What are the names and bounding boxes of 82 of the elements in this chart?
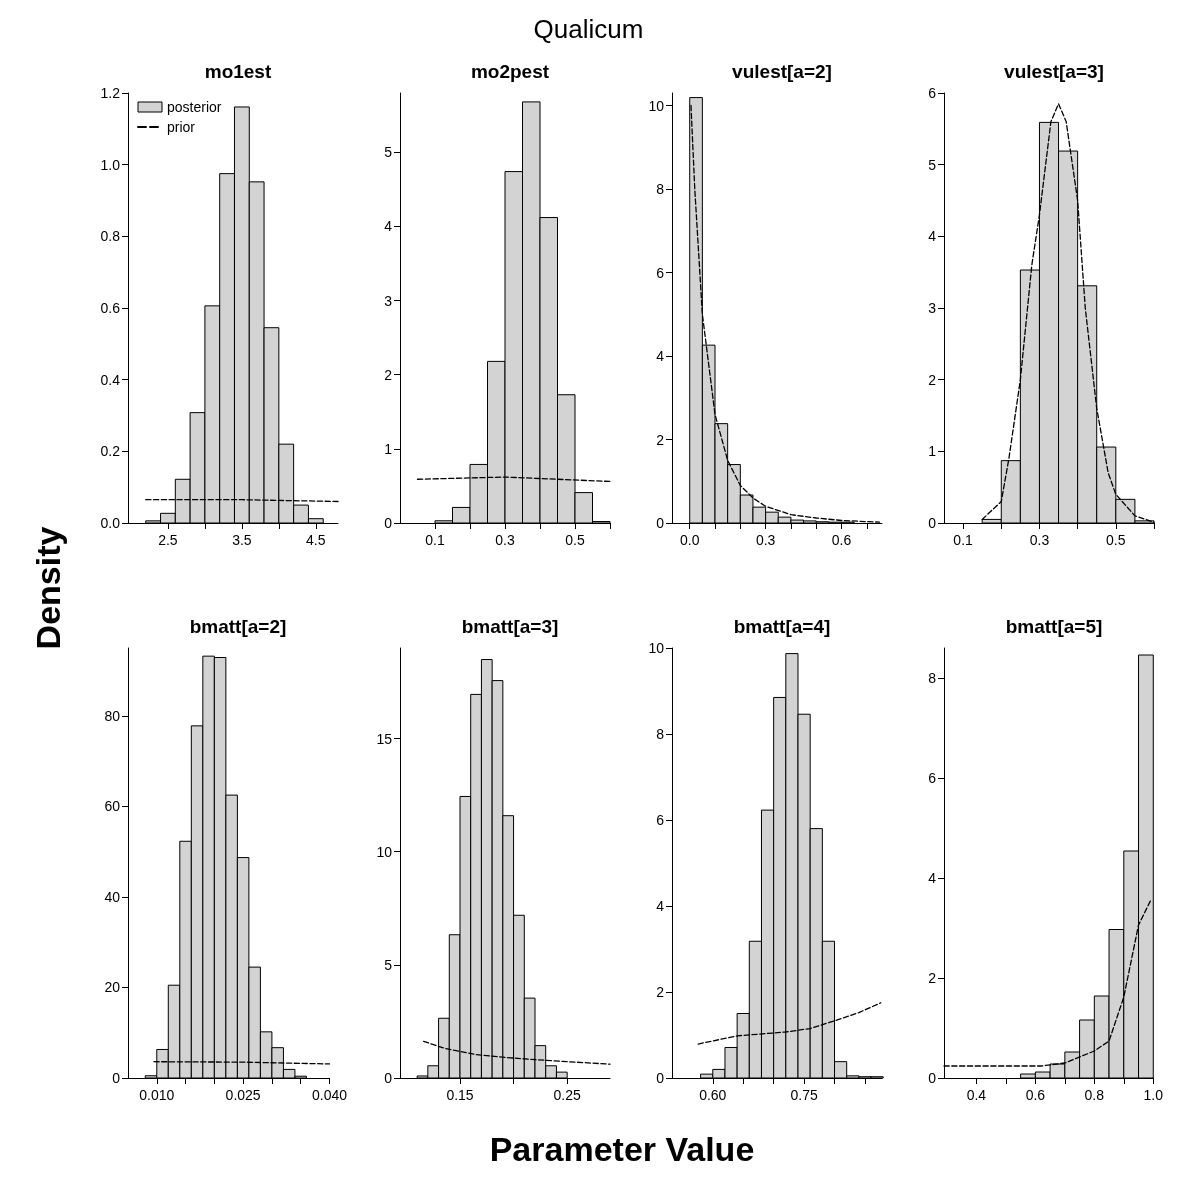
y-tick-label: 2 <box>384 366 393 383</box>
y-tick-label: 60 <box>104 798 121 815</box>
y-tick-label: 2 <box>928 970 937 986</box>
x-tick-label: 0.040 <box>311 1087 348 1103</box>
y-tick-label: 10 <box>376 843 393 860</box>
chart-title: bmatt[a=5] <box>1005 616 1103 637</box>
y-tick-label: 4 <box>384 218 393 235</box>
text: Qualicum <box>532 14 645 45</box>
x-tick-label: 0.6 <box>831 532 852 548</box>
y-tick-label: 3 <box>928 300 937 316</box>
x-tick-label: 0.3 <box>1029 532 1050 548</box>
x-tick-label: 0.5 <box>565 532 585 548</box>
x-tick-label: 0.6 <box>1025 1087 1046 1103</box>
chart-title: bmatt[a=2] <box>189 616 287 637</box>
x-tick-label: 0.3 <box>495 532 515 548</box>
y-tick-label: 1 <box>928 443 937 460</box>
chart-title: mo2pest <box>470 61 550 82</box>
y-tick-label: 2 <box>656 431 665 448</box>
y-tick-label: 0.0 <box>100 515 121 531</box>
y-tick-label: 4 <box>656 898 665 914</box>
y-tick-label: 0 <box>384 515 393 531</box>
y-tick-label: 8 <box>656 726 665 742</box>
y-tick-label: 40 <box>104 888 121 905</box>
y-tick-label: 6 <box>928 770 937 786</box>
y-tick-label: 10 <box>648 97 665 114</box>
legend-label: posterior <box>167 99 222 115</box>
x-tick-label: 0.5 <box>1106 532 1126 548</box>
y-tick-label: 0 <box>656 515 665 531</box>
x-tick-label: 0.15 <box>446 1087 474 1103</box>
chart-title: mo1est <box>204 61 272 82</box>
chart-title: bmatt[a=3] <box>461 616 559 637</box>
y-tick-label: 1 <box>384 440 393 457</box>
text: Parameter Value <box>488 1130 756 1169</box>
y-tick-label: 0 <box>112 1070 121 1086</box>
y-tick-label: 0 <box>384 1070 393 1086</box>
text: Density <box>28 526 68 650</box>
y-tick-label: 6 <box>656 264 665 281</box>
x-tick-label: 0.8 <box>1084 1087 1105 1103</box>
x-tick-label: 0.025 <box>225 1087 261 1103</box>
x-tick-label: 0.0 <box>679 532 700 548</box>
y-tick-label: 80 <box>104 707 121 724</box>
x-tick-label: 0.010 <box>139 1087 175 1103</box>
y-tick-label: 5 <box>928 156 937 173</box>
y-tick-label: 0.6 <box>100 300 121 316</box>
y-tick-label: 8 <box>656 181 665 198</box>
chart-title: bmatt[a=4] <box>733 616 831 637</box>
chart-title: vulest[a=3] <box>1004 61 1104 82</box>
y-tick-label: 6 <box>928 85 937 101</box>
x-tick-label: 0.25 <box>553 1087 581 1103</box>
x-tick-label: 3.5 <box>232 532 252 548</box>
x-tick-label: 0.60 <box>699 1087 727 1103</box>
y-tick-label: 0 <box>928 1070 937 1086</box>
y-tick-label: 20 <box>104 979 121 996</box>
y-tick-label: 0.4 <box>100 371 121 388</box>
x-tick-label: 0.75 <box>790 1087 818 1103</box>
y-tick-label: 0 <box>656 1070 665 1086</box>
y-tick-label: 2 <box>656 984 665 1000</box>
y-tick-label: 0.8 <box>100 228 121 245</box>
y-tick-label: 4 <box>928 228 937 245</box>
x-tick-label: 2.5 <box>158 532 178 548</box>
y-tick-label: 6 <box>656 812 665 828</box>
y-tick-label: 5 <box>384 956 393 973</box>
chart-title: vulest[a=2] <box>732 61 832 82</box>
y-tick-label: 2 <box>928 371 937 388</box>
y-tick-label: 1.0 <box>100 156 121 173</box>
y-tick-label: 0.2 <box>100 443 121 460</box>
x-tick-label: 1.0 <box>1143 1087 1164 1103</box>
y-tick-label: 10 <box>648 640 665 656</box>
x-tick-label: 0.1 <box>425 532 445 548</box>
y-tick-label: 1.2 <box>100 85 121 101</box>
y-tick-label: 3 <box>384 292 393 309</box>
x-tick-label: 4.5 <box>306 532 326 548</box>
y-tick-label: 8 <box>928 670 937 686</box>
y-tick-label: 4 <box>656 348 665 365</box>
legend-label: prior <box>167 119 196 135</box>
y-tick-label: 0 <box>928 515 937 531</box>
x-tick-label: 0.3 <box>755 532 776 548</box>
x-tick-label: 0.1 <box>953 532 974 548</box>
y-tick-label: 5 <box>384 144 393 161</box>
x-tick-label: 0.4 <box>966 1087 987 1103</box>
y-tick-label: 4 <box>928 870 937 886</box>
y-tick-label: 15 <box>376 730 393 747</box>
